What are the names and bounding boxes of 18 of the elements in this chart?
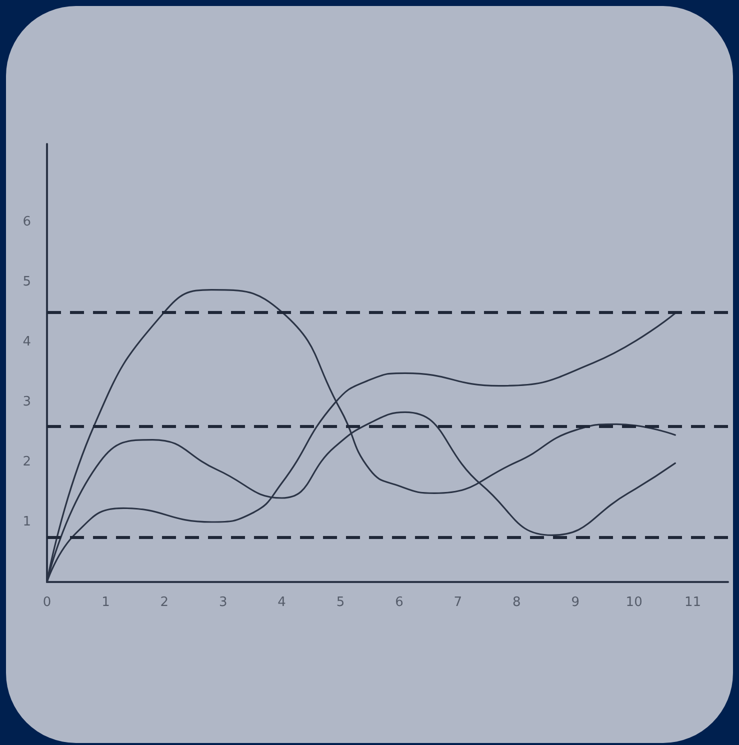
x-tick-label: 6 — [395, 595, 404, 610]
x-tick-label: 10 — [626, 595, 642, 610]
x-tick-label: 11 — [684, 595, 702, 610]
x-tick-label: 2 — [160, 595, 169, 610]
x-tick-label: 3 — [218, 595, 228, 610]
x-tick-label: 0 — [42, 595, 52, 610]
x-tick-label: 7 — [454, 595, 462, 610]
y-tick-label: 1 — [22, 514, 31, 530]
x-tick-label: 4 — [278, 595, 286, 610]
y-tick-label: 5 — [22, 274, 31, 290]
y-tick-label: 6 — [22, 214, 31, 230]
x-tick-label: 1 — [102, 595, 110, 610]
y-tick-label: 2 — [22, 454, 31, 470]
y-tick-label: 3 — [22, 394, 31, 410]
y-tick-label: 4 — [22, 334, 31, 350]
x-tick-label: 9 — [571, 595, 580, 610]
x-tick-label: 5 — [336, 595, 345, 610]
x-tick-label: 8 — [512, 595, 521, 610]
